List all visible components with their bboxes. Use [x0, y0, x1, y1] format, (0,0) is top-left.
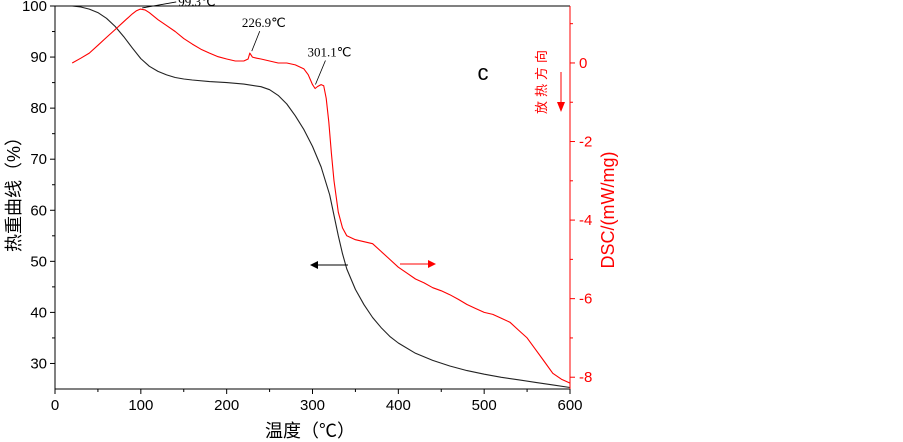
axis-layer: 0 100 200 300 400 500 600 30 40 50 60 70 80 90 100 -8 -6… — [22, 0, 592, 414]
x-tick-label: 200 — [214, 397, 239, 414]
y-right-axis-title: DSC/(mW/mg) — [598, 152, 618, 269]
y-right-tick-label: 0 — [579, 55, 587, 72]
y-left-tick-label: 50 — [30, 253, 47, 270]
panel-label: c — [478, 60, 489, 85]
x-tick-label: 100 — [128, 397, 153, 414]
x-tick-label: 300 — [300, 397, 325, 414]
y-left-tick-label: 80 — [30, 100, 47, 117]
y-left-axis-title: 热重曲线（%） — [4, 128, 24, 252]
dsc-curve — [71, 8, 571, 384]
peak-label: 99.3℃ — [178, 0, 215, 9]
exotherm-direction-label: 放热方向 — [534, 46, 549, 114]
peak-leader-line — [315, 60, 326, 85]
exotherm-direction-arrow-head — [557, 102, 565, 112]
y-left-tick-label: 90 — [30, 49, 47, 66]
y-right-tick-label: -8 — [579, 369, 592, 386]
tg-curve — [72, 5, 571, 389]
y-left-tick-label: 70 — [30, 151, 47, 168]
x-tick-label: 500 — [472, 397, 497, 414]
y-right-tick-label: -2 — [579, 134, 592, 151]
peak-label: 226.9℃ — [242, 15, 286, 30]
y-left-tick-label: 60 — [30, 202, 47, 219]
tg-axis-arrow — [310, 261, 348, 269]
y-right-tick-label: -6 — [579, 291, 592, 308]
x-tick-label: 0 — [51, 397, 59, 414]
series-layer — [71, 5, 571, 389]
annotation-layer: 99.3℃ 226.9℃ 301.1℃ — [142, 0, 351, 85]
dsc-axis-arrow — [400, 260, 436, 268]
x-axis-title: 温度（℃） — [265, 421, 355, 441]
y-left-tick-label: 30 — [30, 355, 47, 372]
peak-leader-line — [251, 30, 261, 52]
x-tick-label: 600 — [557, 397, 582, 414]
peak-label: 301.1℃ — [308, 45, 352, 60]
peak-leader-line — [142, 1, 177, 9]
y-left-tick-label: 40 — [30, 304, 47, 321]
x-tick-label: 400 — [386, 397, 411, 414]
y-left-tick-label: 100 — [22, 0, 47, 15]
y-right-tick-label: -4 — [579, 212, 592, 229]
